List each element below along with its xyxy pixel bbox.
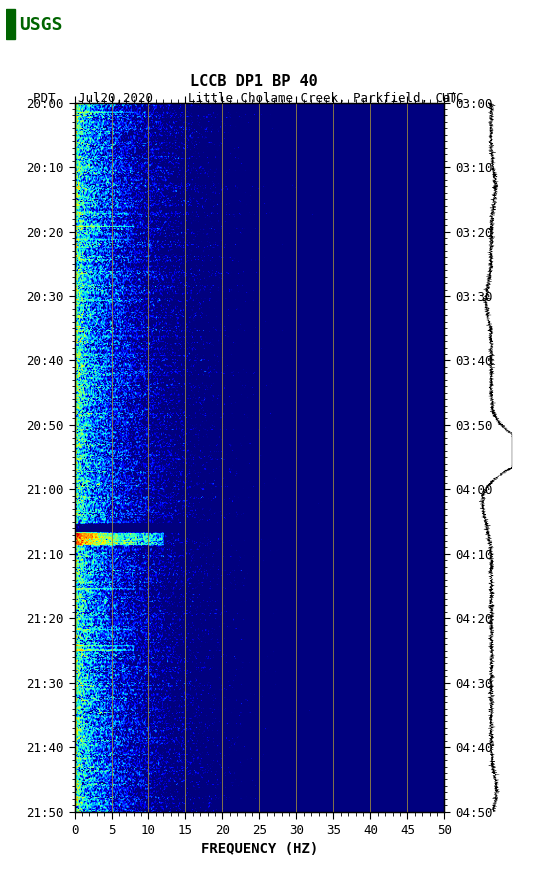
Text: UTC: UTC [442, 92, 464, 105]
Text: LCCB DP1 BP 40: LCCB DP1 BP 40 [190, 74, 318, 89]
Bar [6, 9, 15, 39]
X-axis label: FREQUENCY (HZ): FREQUENCY (HZ) [201, 842, 318, 856]
Text: USGS: USGS [19, 16, 62, 34]
Text: PDT   Jul20,2020: PDT Jul20,2020 [33, 92, 153, 105]
Text: Little Cholame Creek, Parkfield, Ca): Little Cholame Creek, Parkfield, Ca) [188, 92, 458, 105]
